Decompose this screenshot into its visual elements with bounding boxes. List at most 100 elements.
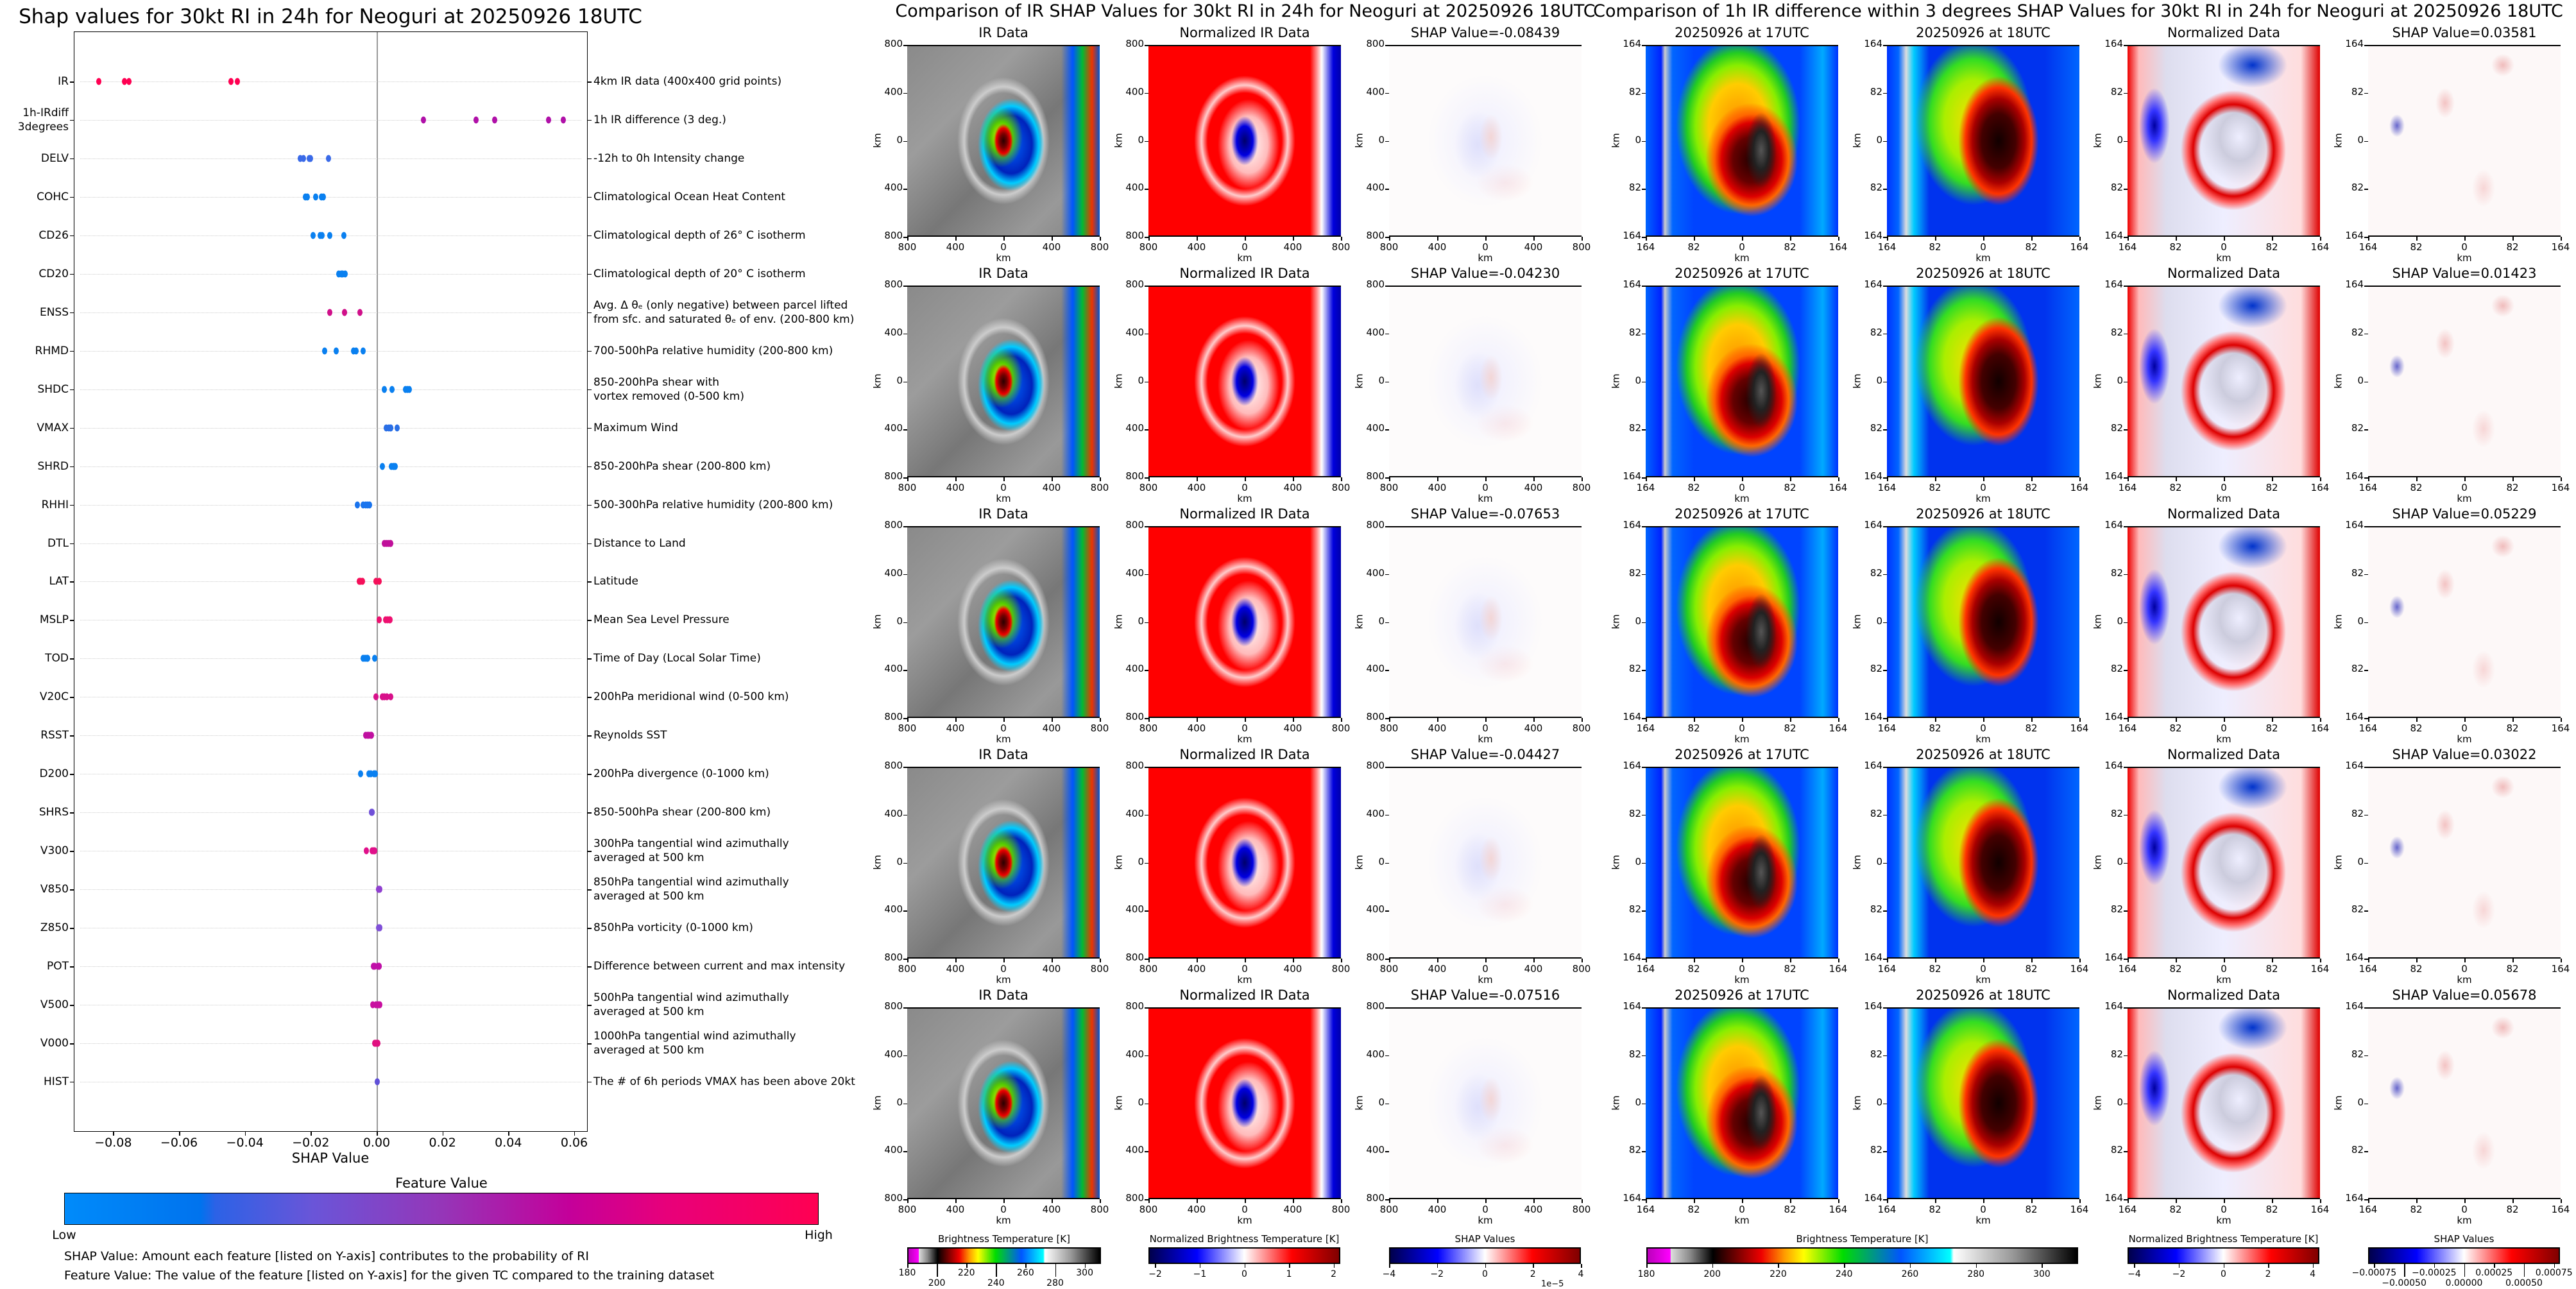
y-tick-label: 164 xyxy=(1864,38,1882,49)
x-tick-label: 800 xyxy=(898,482,917,493)
colorbar-tick-label: 4 xyxy=(1578,1269,1584,1279)
shap-value-title: SHAP Value=0.05229 xyxy=(2392,506,2537,522)
y-tick-label: 400 xyxy=(1125,422,1144,434)
x-tick xyxy=(574,1132,576,1136)
x-tick-label: 800 xyxy=(898,963,917,975)
y-tick xyxy=(1385,141,1389,142)
y-tick-label: 82 xyxy=(1870,903,1882,916)
x-tick xyxy=(1838,237,1839,241)
x-tick xyxy=(1437,959,1438,962)
y-tick xyxy=(70,812,74,814)
y-tick xyxy=(2124,814,2128,816)
x-tick xyxy=(1293,718,1294,722)
y-tick xyxy=(903,1007,907,1009)
feature-label: COHC xyxy=(37,190,69,203)
y-tick xyxy=(2364,141,2368,142)
shap-point xyxy=(373,577,379,585)
y-tick-label: 0 xyxy=(1138,374,1144,386)
y-tick-label: 0 xyxy=(1378,133,1385,146)
x-tick xyxy=(1935,959,1936,962)
x-tick xyxy=(1341,1199,1342,1203)
y-tick-label: 82 xyxy=(1628,1144,1641,1156)
y-tick xyxy=(1883,910,1887,912)
y-tick xyxy=(2364,92,2368,94)
x-tick xyxy=(2031,718,2033,722)
colorbar-tick-label: 0.00000 xyxy=(2445,1278,2483,1288)
feature-label: ENSS xyxy=(39,305,69,319)
x-tick-label: 82 xyxy=(1784,963,1796,975)
y-axis-label: km xyxy=(2092,373,2104,389)
grid-line xyxy=(80,812,581,814)
x-tick-label: 0 xyxy=(2221,241,2227,253)
x-tick-label: 0 xyxy=(1241,482,1248,493)
y-tick-label: 164 xyxy=(1623,519,1641,531)
x-tick xyxy=(1887,718,1888,722)
x-axis-label: km xyxy=(2216,974,2231,986)
y-tick xyxy=(70,851,74,852)
x-tick-label: 0.02 xyxy=(429,1136,456,1150)
x-tick xyxy=(1389,959,1390,962)
irdiff_comparison-title: Comparison of 1h IR difference within 3 … xyxy=(1593,1,2563,21)
y-tick xyxy=(2124,237,2128,238)
y-tick xyxy=(2364,526,2368,527)
x-tick-label: 82 xyxy=(1929,241,1941,253)
colorbar-tick xyxy=(2223,1264,2224,1268)
colorbar-tick-label: −2 xyxy=(1148,1269,1162,1279)
panel-title: Normalized IR Data xyxy=(1179,266,1310,281)
x-tick xyxy=(1646,959,1647,962)
y-tick xyxy=(1145,286,1148,287)
y-tick-label: 0 xyxy=(2357,855,2364,867)
y-tick xyxy=(903,814,907,816)
y-tick-label: 400 xyxy=(884,567,903,579)
feature-description: 4km IR data (400x400 grid points) xyxy=(593,75,782,88)
feature-label: SHRS xyxy=(38,806,69,819)
x-tick-label: 800 xyxy=(1331,1204,1351,1215)
shap-point xyxy=(370,808,375,816)
y-tick-label: 164 xyxy=(2345,470,2364,482)
y-tick-label: 0 xyxy=(2357,374,2364,386)
x-tick xyxy=(907,237,908,241)
x-tick xyxy=(2128,477,2129,481)
y-tick-label: 800 xyxy=(1366,952,1385,963)
shap-point xyxy=(376,577,382,585)
x-tick xyxy=(1646,237,1647,241)
y-tick-label: 164 xyxy=(2345,760,2364,771)
panel-title: IR Data xyxy=(978,266,1028,281)
y-axis-label: km xyxy=(2092,1095,2104,1111)
x-tick xyxy=(1293,959,1294,962)
x-tick-label: 0.06 xyxy=(560,1136,588,1150)
shap-point xyxy=(342,309,348,316)
x-tick xyxy=(955,718,957,722)
y-tick-label: 164 xyxy=(1623,470,1641,482)
shap-point xyxy=(320,232,325,239)
feature-label: MSLP xyxy=(39,613,69,627)
y-tick-right xyxy=(588,812,592,814)
x-tick-label: 164 xyxy=(1829,963,1848,975)
y-tick-label: 82 xyxy=(2110,567,2123,579)
irdiff_comparison-image-panel xyxy=(1646,286,1838,477)
colorbar-tick xyxy=(2494,1264,2495,1268)
x-axis-label: km xyxy=(1237,733,1252,745)
x-tick-label: 0 xyxy=(1980,482,1986,493)
y-axis-label: km xyxy=(2332,614,2344,629)
y-tick xyxy=(2124,429,2128,431)
x-tick xyxy=(2176,477,2177,481)
y-tick xyxy=(903,333,907,335)
feature-description: Distance to Land xyxy=(593,536,686,550)
x-tick-label: 82 xyxy=(2506,482,2519,493)
y-tick-label: 800 xyxy=(1125,470,1144,482)
x-tick xyxy=(1887,959,1888,962)
x-tick xyxy=(1197,718,1198,722)
x-tick-label: 82 xyxy=(2025,482,2038,493)
x-tick-label: 400 xyxy=(946,241,965,253)
colorbar-tick xyxy=(2268,1264,2269,1268)
shap-point xyxy=(377,1001,382,1009)
y-tick xyxy=(1883,92,1887,94)
x-tick xyxy=(2272,237,2273,241)
x-tick-label: 400 xyxy=(1187,241,1206,253)
x-tick-label: 164 xyxy=(1877,722,1897,734)
grid-line xyxy=(80,273,581,275)
y-tick xyxy=(1883,670,1887,671)
y-tick-label: 82 xyxy=(2351,663,2364,675)
x-tick-label: 800 xyxy=(898,241,917,253)
